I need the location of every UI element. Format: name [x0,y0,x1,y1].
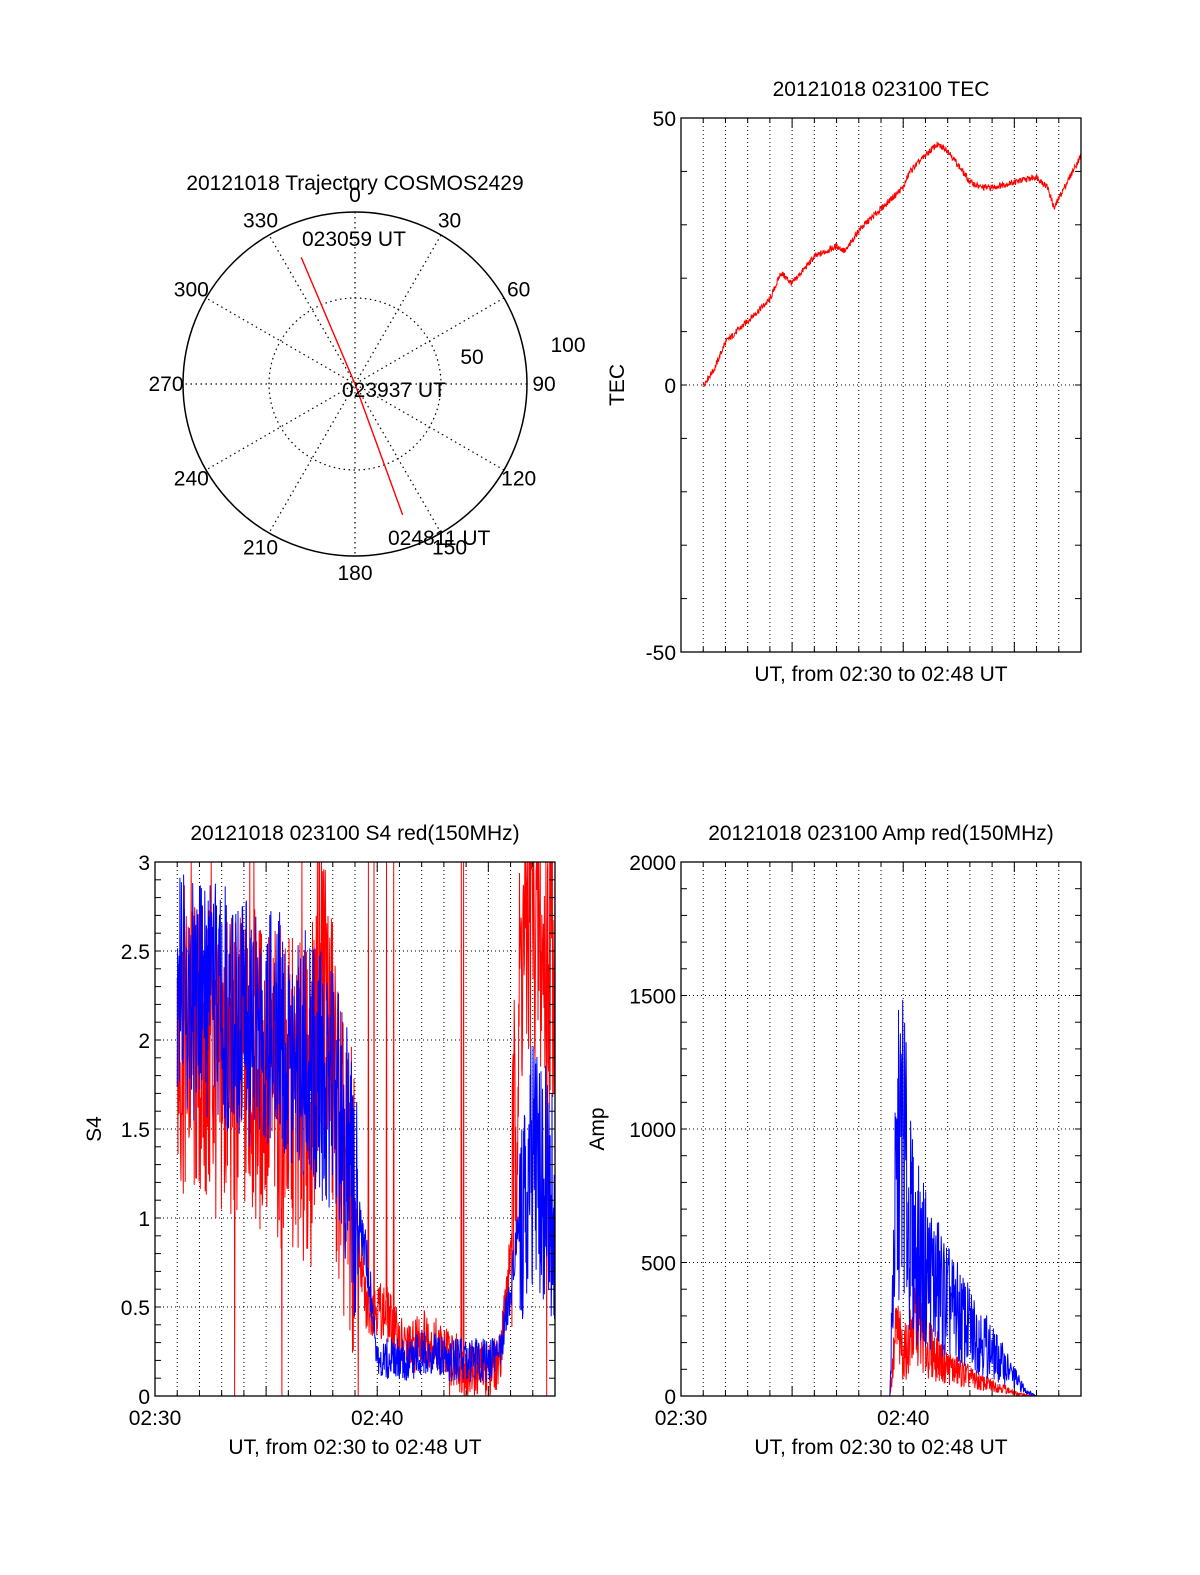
amp-y-tick-label: 0 [664,1386,676,1409]
radial-label-100: 100 [550,334,585,357]
azimuth-label-60: 60 [507,279,530,302]
tec-title: 20121018 023100 TEC [773,78,990,101]
s4-y-tick-labels: 0 0.5 1 1.5 2 2.5 3 [121,852,150,1409]
s4-y-tick-label: 2.5 [121,941,150,964]
s4-x-axis-label: UT, from 02:30 to 02:48 UT [228,1436,481,1459]
tec-y-tick-label: 50 [653,108,676,131]
s4-y-tick-label: 0.5 [121,1297,150,1320]
azimuth-label-120: 120 [501,468,536,491]
s4-axes-frame [154,861,556,1397]
azimuth-label-210: 210 [243,537,278,560]
amp-axes-frame [680,861,1082,1397]
s4-y-tick-label: 3 [138,852,150,875]
amp-x-tick-labels: 02:30 02:40 [655,1407,930,1430]
s4-series-red [176,861,556,1397]
s4-x-tick-label: 02:30 [129,1407,182,1430]
annotation-end-time: 024811 UT [388,527,491,550]
tec-y-axis-label: TEC [606,364,629,406]
amp-title: 20121018 023100 Amp red(150MHz) [708,822,1054,845]
tec-y-tick-label: 0 [664,375,676,398]
s4-x-tick-labels: 02:30 02:40 [129,1407,404,1430]
amp-series-blue [703,999,1081,1397]
amp-y-tick-labels: 0 500 1000 1500 2000 [629,852,676,1409]
amp-x-axis-label: UT, from 02:30 to 02:48 UT [754,1436,1007,1459]
trajectory-title: 20121018 Trajectory COSMOS2429 [186,172,523,195]
azimuth-label-90: 90 [532,373,555,396]
trajectory-line [300,257,404,516]
polar-azimuth-labels: 0 30 60 90 120 150 180 210 240 270 300 330 [148,184,555,585]
tec-x-axis-label: UT, from 02:30 to 02:48 UT [754,663,1007,686]
tec-axes-frame [680,117,1082,653]
polar-grid [182,211,528,557]
azimuth-label-150: 150 [432,537,467,560]
s4-series [176,861,556,1397]
s4-y-axis-label: S4 [83,1116,106,1142]
azimuth-label-300: 300 [174,279,209,302]
polar-radial-labels: 50 100 [460,334,585,369]
radial-label-50: 50 [460,346,483,369]
amp-y-tick-label: 500 [641,1253,676,1276]
s4-y-tick-label: 1.5 [121,1119,150,1142]
s4-plot: 20121018 023100 S4 red(150MHz) 0 0.5 1 1.5 2… [83,822,556,1459]
amp-x-tick-label: 02:40 [877,1407,930,1430]
azimuth-label-270: 270 [148,373,183,396]
amp-series [703,999,1081,1398]
tec-series [702,141,1082,388]
azimuth-label-30: 30 [438,209,461,232]
amp-x-tick-label: 02:30 [655,1407,708,1430]
azimuth-label-240: 240 [174,468,209,491]
azimuth-label-330: 330 [243,209,278,232]
tec-series-red [702,141,1082,388]
s4-y-tick-label: 0 [138,1386,150,1409]
amp-y-tick-label: 1000 [629,1119,676,1142]
trajectory-annotations: 023059 UT 023937 UT 024811 UT [302,228,491,550]
tec-grid [681,118,1081,652]
tec-plot: 20121018 023100 TEC -50 0 50 UT, from 02:3… [606,78,1082,686]
amp-grid [681,862,1081,1396]
annotation-mid-time: 023937 UT [342,379,446,402]
amp-y-tick-label: 2000 [629,852,676,875]
azimuth-label-180: 180 [337,562,372,585]
s4-x-tick-label: 02:40 [351,1407,404,1430]
tec-y-tick-labels: -50 0 50 [646,108,676,665]
s4-y-tick-label: 2 [138,1030,150,1053]
amp-plot: 20121018 023100 Amp red(150MHz) 0 500 1000… [586,822,1082,1459]
trajectory-polar-plot: 20121018 Trajectory COSMOS2429 0 30 60 90 12… [148,172,585,585]
tec-y-tick-label: -50 [646,642,676,665]
azimuth-label-0: 0 [349,184,361,207]
amp-y-tick-label: 1500 [629,986,676,1009]
s4-title: 20121018 023100 S4 red(150MHz) [190,822,519,845]
trajectory-series [300,257,404,516]
annotation-start-time: 023059 UT [302,228,406,251]
s4-series-blue [176,874,556,1383]
amp-y-axis-label: Amp [586,1107,609,1150]
s4-y-tick-label: 1 [138,1208,150,1231]
